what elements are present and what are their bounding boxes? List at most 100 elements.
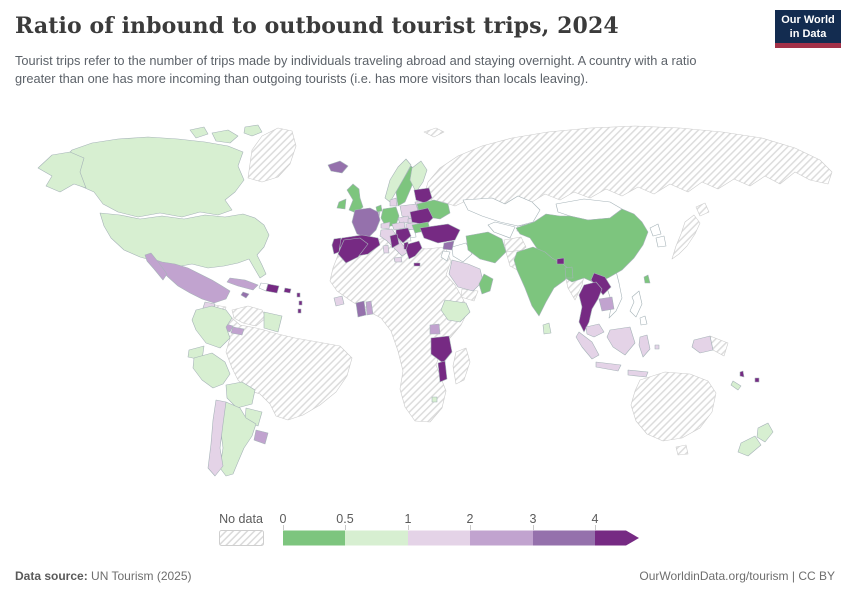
country-vanuatu[interactable] — [739, 370, 745, 378]
country-south-korea[interactable] — [655, 235, 667, 248]
country-dominican-republic[interactable] — [265, 283, 280, 294]
country-greece[interactable] — [405, 240, 423, 260]
country-yemen[interactable] — [460, 288, 479, 302]
country-bhutan[interactable] — [556, 257, 565, 265]
country-puerto-rico[interactable] — [283, 287, 292, 294]
country-venezuela[interactable] — [231, 305, 267, 327]
country-brazil[interactable] — [225, 317, 353, 421]
legend-bin-4plus[interactable] — [595, 530, 626, 546]
country-jordan-israel[interactable] — [440, 250, 451, 262]
footer-link[interactable]: OurWorldinData.org/tourism | CC BY — [639, 569, 835, 583]
country-new-zealand-north[interactable] — [756, 422, 774, 443]
country-eswatini[interactable] — [431, 396, 438, 403]
country-new-caledonia[interactable] — [730, 380, 742, 391]
legend-bin-3-4[interactable] — [533, 530, 595, 546]
legend-bin-1-2[interactable] — [408, 530, 470, 546]
country-cambodia[interactable] — [598, 296, 615, 312]
country-lesser-antilles-3[interactable] — [297, 308, 302, 314]
country-oman[interactable] — [478, 273, 494, 295]
country-philippines-south[interactable] — [639, 315, 648, 326]
country-uganda[interactable] — [429, 323, 441, 335]
country-guyanas[interactable] — [263, 311, 283, 333]
country-ireland[interactable] — [336, 198, 347, 210]
country-indonesia-sumatra[interactable] — [575, 331, 600, 360]
country-ethiopia[interactable] — [440, 299, 471, 323]
country-uruguay[interactable] — [253, 429, 269, 445]
country-new-zealand-south[interactable] — [737, 435, 762, 457]
legend-bin-0-0.5[interactable] — [283, 530, 345, 546]
country-papua-new-guinea[interactable] — [709, 335, 729, 357]
country-fiji[interactable] — [754, 377, 760, 383]
country-indonesia-sulawesi[interactable] — [638, 334, 651, 358]
country-united-states-alaska[interactable] — [37, 151, 87, 193]
country-france[interactable] — [351, 207, 381, 239]
country-italy-sardinia[interactable] — [382, 244, 390, 254]
country-lesser-antilles-1[interactable] — [296, 292, 301, 298]
country-bangladesh[interactable] — [564, 266, 574, 279]
country-jamaica[interactable] — [240, 291, 250, 299]
country-indonesia-lesser-sunda[interactable] — [627, 369, 649, 378]
country-thailand[interactable] — [578, 281, 603, 333]
country-united-kingdom[interactable] — [346, 183, 364, 214]
country-canada-arctic-2[interactable] — [243, 124, 263, 137]
country-north-korea[interactable] — [649, 223, 662, 237]
country-canada-arctic-1[interactable] — [211, 129, 239, 144]
country-peru[interactable] — [192, 352, 231, 389]
country-greenland[interactable] — [247, 127, 297, 183]
country-mexico-baja[interactable] — [144, 252, 168, 281]
country-morocco[interactable] — [337, 237, 369, 264]
country-romania[interactable] — [409, 207, 434, 226]
country-switzerland[interactable] — [380, 221, 391, 230]
country-tunisia[interactable] — [389, 233, 400, 249]
country-svalbard[interactable] — [423, 127, 445, 138]
legend-colorbar[interactable] — [283, 530, 641, 547]
country-japan[interactable] — [671, 214, 701, 260]
country-indonesia-java[interactable] — [595, 361, 622, 372]
country-cuba[interactable] — [226, 277, 259, 291]
country-lesser-antilles-2[interactable] — [298, 300, 303, 306]
country-japan-hokkaido[interactable] — [695, 202, 710, 217]
country-kazakhstan[interactable] — [462, 195, 541, 227]
country-malawi[interactable] — [437, 360, 448, 383]
country-laos[interactable] — [590, 272, 612, 296]
country-italy-sicily[interactable] — [393, 256, 403, 263]
country-canada-arctic-3[interactable] — [189, 126, 209, 139]
country-syria[interactable] — [442, 240, 455, 251]
country-ghana[interactable] — [355, 300, 367, 318]
country-tanzania[interactable] — [430, 335, 453, 364]
country-uzbekistan-turkmenistan[interactable] — [487, 221, 516, 239]
country-iceland[interactable] — [327, 160, 349, 174]
country-greece-crete[interactable] — [413, 262, 421, 267]
country-togo-benin[interactable] — [365, 300, 374, 316]
country-australia[interactable] — [630, 371, 717, 442]
country-indonesia-maluku[interactable] — [654, 344, 660, 350]
country-indonesia-borneo[interactable] — [606, 326, 636, 356]
country-norway[interactable] — [384, 158, 412, 203]
country-taiwan[interactable] — [643, 274, 651, 284]
country-finland[interactable] — [409, 160, 428, 193]
country-sri-lanka[interactable] — [542, 322, 552, 335]
country-madagascar[interactable] — [452, 347, 471, 385]
country-saudi-arabia[interactable] — [448, 259, 484, 292]
country-denmark[interactable] — [389, 197, 398, 207]
country-india[interactable] — [513, 246, 571, 317]
country-canada[interactable] — [57, 136, 245, 218]
country-malaysia[interactable] — [585, 323, 605, 338]
legend-no-data-swatch[interactable] — [219, 530, 265, 547]
country-mexico[interactable] — [149, 257, 231, 304]
country-russia[interactable] — [423, 125, 833, 207]
country-belarus[interactable] — [413, 187, 433, 204]
country-chile[interactable] — [207, 399, 227, 477]
country-iraq[interactable] — [451, 242, 473, 263]
country-panama[interactable] — [230, 326, 245, 336]
legend-bin-0.5-1[interactable] — [345, 530, 408, 546]
country-bolivia[interactable] — [225, 381, 256, 409]
country-tasmania[interactable] — [675, 444, 689, 456]
country-austria[interactable] — [391, 221, 406, 231]
country-colombia[interactable] — [191, 305, 233, 349]
country-turkey[interactable] — [419, 223, 461, 244]
country-guinea[interactable] — [333, 295, 345, 307]
country-philippines[interactable] — [629, 290, 643, 318]
region-africa-no-data[interactable] — [329, 234, 469, 423]
country-iran[interactable] — [465, 231, 507, 264]
